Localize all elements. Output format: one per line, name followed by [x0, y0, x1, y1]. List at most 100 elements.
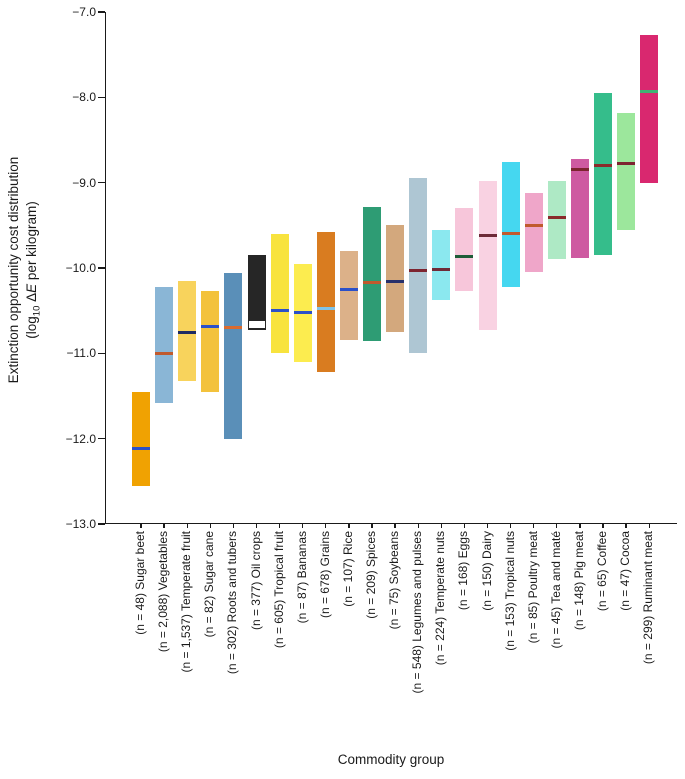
x-tick-label-text: (n = 2,088) Vegetables	[156, 531, 171, 653]
x-tick-label: (n = 107) Rice	[337, 531, 359, 769]
range-bar	[339, 250, 358, 340]
x-tick-label-text: (n = 65) Coffee	[595, 531, 609, 612]
y-axis-title-e-symbol: E	[24, 283, 40, 293]
x-tick-label-text: (n = 85) Poultry meat	[525, 531, 540, 644]
y-tick-label: −12.0	[65, 431, 96, 446]
x-tick-label: (n = 377) Oil crops	[245, 531, 267, 769]
median-line	[594, 164, 612, 168]
x-tick-label: (n = 65) Coffee	[591, 531, 613, 769]
y-axis-title-log: (log	[24, 316, 40, 339]
median-line	[178, 331, 197, 335]
y-tick-mark	[98, 96, 105, 99]
x-axis-labels: (n = 48) Sugar beet (n = 2,088) Vegetable…	[105, 531, 677, 771]
y-tick-mark	[98, 11, 105, 13]
x-tick-label-text: (n = 82) Sugar cane	[202, 531, 217, 638]
x-tick-label-text: (n = 150) Dairy	[479, 531, 494, 611]
range-bar	[409, 178, 428, 354]
x-tick-label: (n = 47) Cocoa	[614, 531, 636, 769]
x-tick-mark	[255, 524, 258, 528]
range-bar	[201, 291, 220, 392]
x-tick-label-text: (n = 153) Tropical nuts	[502, 531, 517, 651]
x-tick-mark	[348, 524, 350, 528]
range-bar	[478, 180, 497, 331]
x-tick-label-text: (n = 107) Rice	[340, 531, 355, 607]
x-tick-label: (n = 85) Poultry meat	[522, 531, 544, 769]
median-line	[617, 162, 636, 166]
y-tick-label: −11.0	[66, 346, 96, 361]
y-axis-title-unit: per kilogram)	[24, 201, 40, 284]
x-tick-mark	[232, 524, 235, 528]
y-tick-label: −8.0	[72, 90, 96, 105]
range-bar	[570, 158, 589, 258]
x-tick-label-text: (n = 224) Temperate nuts	[433, 531, 448, 666]
x-tick-label: (n = 224) Temperate nuts	[429, 531, 451, 769]
plot-area	[98, 11, 677, 528]
x-tick-mark	[533, 524, 535, 528]
y-axis-title-line2: (log10 ΔE per kilogram)	[23, 70, 45, 470]
x-tick-label: (n = 153) Tropical nuts	[499, 531, 521, 769]
y-tick-mark	[98, 523, 105, 525]
range-bar	[640, 35, 659, 183]
x-tick-label: (n = 82) Sugar cane	[198, 531, 220, 769]
y-axis-title-log-subscript: 10	[31, 305, 43, 317]
range-bar	[316, 232, 335, 373]
x-tick-label: (n = 302) Roots and tubers	[221, 531, 243, 769]
median-line	[155, 351, 174, 355]
median-line	[547, 216, 566, 220]
x-tick-mark	[140, 524, 142, 528]
x-tick-mark	[509, 524, 512, 528]
x-tick-mark	[440, 524, 442, 528]
median-line	[501, 232, 520, 236]
x-tick-mark	[302, 524, 304, 528]
median-line	[478, 234, 497, 238]
median-line	[386, 280, 405, 284]
x-tick-label-text: (n = 299) Ruminant meat	[641, 531, 656, 665]
range-bar	[524, 192, 543, 273]
range-bar	[617, 112, 636, 230]
y-axis: −7.0 −8.0 −9.0 −10.0 −11.0 −12.0 −13.0	[48, 6, 96, 530]
y-tick-mark	[98, 437, 105, 440]
range-bar	[363, 206, 381, 341]
x-tick-label-text: (n = 75) Soybeans	[387, 531, 402, 630]
x-tick-label: (n = 548) Legumes and pulses	[406, 531, 428, 769]
x-tick-label-text: (n = 47) Cocoa	[618, 531, 633, 611]
x-tick-mark	[463, 524, 466, 528]
x-tick-label-text: (n = 48) Sugar beet	[133, 531, 147, 635]
y-tick-mark	[98, 352, 105, 355]
range-bar	[455, 208, 474, 292]
median-line	[270, 309, 289, 313]
x-tick-mark	[648, 524, 650, 528]
x-tick-label: (n = 605) Tropical fruit	[268, 531, 290, 769]
y-axis-title-line1: Extinction opportunity cost distribution	[6, 156, 21, 384]
median-line	[455, 254, 474, 258]
x-tick-label-text: (n = 1,537) Temperate fruit	[179, 531, 194, 673]
median-line	[201, 324, 220, 328]
median-line	[316, 307, 335, 311]
x-tick-label: (n = 48) Sugar beet	[129, 531, 151, 769]
y-axis-title-delta: Δ	[24, 292, 40, 306]
x-tick-mark	[417, 524, 419, 528]
x-tick-label: (n = 299) Ruminant meat	[637, 531, 659, 769]
x-tick-label: (n = 2,088) Vegetables	[152, 531, 174, 769]
x-tick-label-text: (n = 302) Roots and tubers	[225, 531, 240, 675]
range-bar	[247, 255, 266, 331]
median-line	[409, 269, 428, 273]
y-tick-mark	[98, 181, 105, 184]
x-tick-label-text: (n = 148) Pig meat	[571, 531, 586, 631]
y-tick-label: −13.0	[65, 517, 96, 531]
range-bar	[386, 225, 405, 332]
range-bar	[178, 280, 197, 382]
median-line	[570, 168, 589, 172]
x-tick-label-text: (n = 377) Oil crops	[248, 531, 263, 631]
x-tick-mark	[371, 524, 373, 528]
range-bar	[432, 229, 451, 300]
median-line	[640, 89, 659, 93]
x-tick-mark	[579, 524, 581, 528]
y-tick-label: −7.0	[72, 5, 96, 19]
y-tick-label: −9.0	[72, 175, 96, 190]
range-bar	[132, 391, 150, 486]
x-tick-label-text: (n = 209) Spices	[364, 531, 378, 619]
x-tick-mark	[209, 524, 211, 528]
x-tick-label: (n = 209) Spices	[360, 531, 382, 769]
